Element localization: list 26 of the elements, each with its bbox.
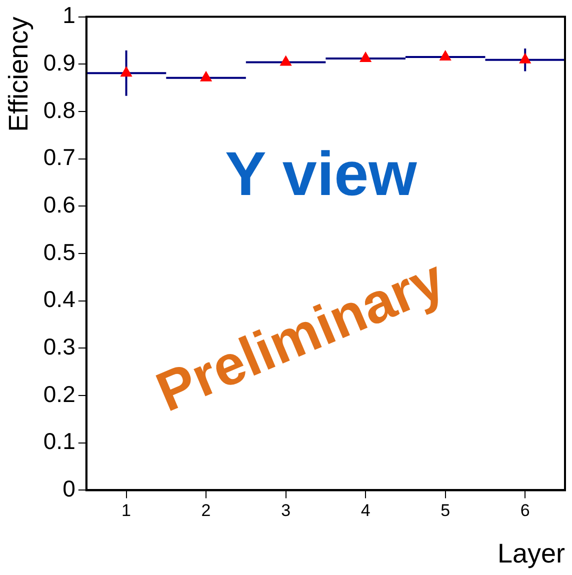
- y-tick-label: 0.2: [43, 380, 76, 407]
- y-tick-label: 0.5: [43, 238, 76, 265]
- point: [120, 66, 132, 77]
- y-tick-label: 0.4: [43, 286, 76, 312]
- point: [439, 50, 452, 61]
- x-tick-label: 2: [201, 501, 211, 520]
- y-tick-label: 0.3: [43, 334, 76, 360]
- point: [519, 52, 532, 64]
- y-tick-label: 0.7: [43, 144, 76, 170]
- y-axis-title: Efficiency: [4, 16, 34, 132]
- point: [360, 51, 372, 62]
- y-tick-label: 0.1: [43, 428, 76, 454]
- x-tick-label: 5: [440, 501, 450, 520]
- point: [280, 55, 292, 66]
- x-tick-label: 6: [520, 501, 530, 520]
- y-tick-label: 0.6: [43, 192, 76, 218]
- x-tick-label: 4: [360, 501, 370, 520]
- x-tick-label: 1: [122, 501, 131, 520]
- y-tick-label: 0.8: [43, 96, 76, 123]
- annotation: Y view: [224, 140, 418, 209]
- y-tick-label: 1: [62, 2, 76, 28]
- y-tick-label: 0: [62, 476, 76, 502]
- point: [200, 70, 212, 82]
- x-tick-label: 3: [281, 501, 291, 520]
- x-axis-title: Layer: [497, 538, 565, 568]
- y-tick-label: 0.9: [43, 49, 76, 76]
